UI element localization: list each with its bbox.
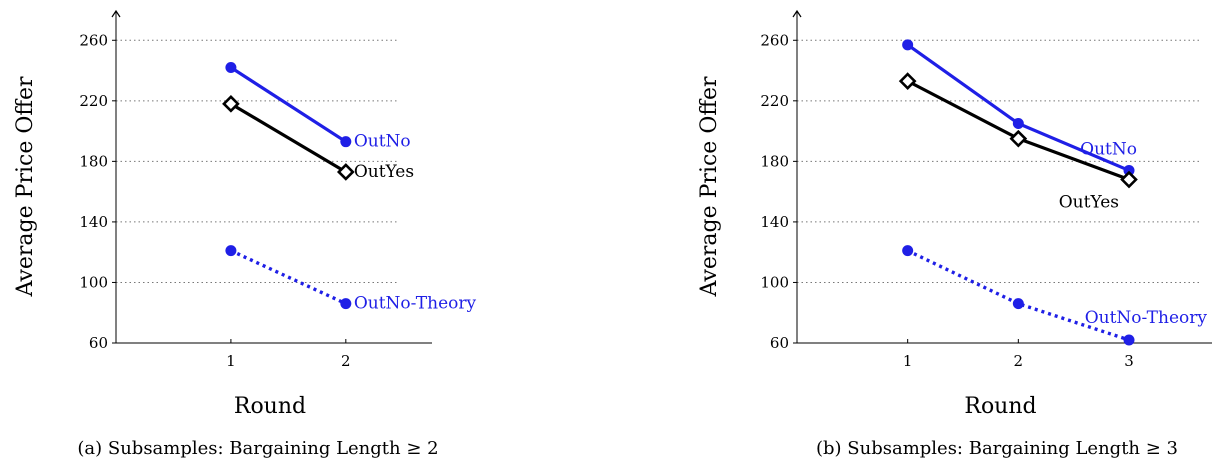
- data-point: [898, 72, 917, 90]
- y-tick-label: 60: [770, 334, 789, 352]
- y-tick-label: 220: [79, 92, 108, 110]
- x-tick-label: 2: [1014, 352, 1024, 370]
- y-tick-label: 140: [79, 213, 108, 231]
- y-tick-label: 260: [79, 31, 108, 49]
- y-axis-title: Average Price Offer: [13, 76, 38, 298]
- y-tick-label: 60: [89, 334, 108, 352]
- series-label: OutNo: [1080, 139, 1137, 159]
- series-label: OutNo-Theory: [354, 294, 477, 314]
- y-tick-label: 100: [760, 273, 789, 291]
- series-label: OutYes: [1059, 193, 1119, 213]
- y-tick-label: 100: [79, 273, 108, 291]
- data-point: [222, 95, 240, 113]
- x-tick-label: 1: [226, 352, 236, 370]
- x-axis-title: Round: [234, 394, 306, 419]
- data-point: [336, 163, 355, 181]
- data-point: [1123, 334, 1135, 346]
- data-point: [1012, 118, 1024, 130]
- data-point: [225, 245, 237, 257]
- chart-panel-a: 60 100 140 180 220 260 1 2 Round Average Price Of…: [13, 9, 477, 459]
- series-label: OutYes: [354, 162, 414, 182]
- y-tick-label: 140: [760, 213, 789, 231]
- y-axis-arrow: [792, 9, 802, 18]
- x-tick-label: 3: [1124, 352, 1134, 370]
- data-point: [340, 298, 352, 310]
- series-label: OutNo: [354, 132, 411, 152]
- x-tick-label: 2: [341, 352, 351, 370]
- y-tick-label: 260: [760, 31, 789, 49]
- data-point: [902, 39, 914, 51]
- x-axis-title: Round: [964, 394, 1036, 419]
- y-axis-title: Average Price Offer: [697, 76, 722, 298]
- data-point: [340, 136, 352, 148]
- data-point: [902, 245, 914, 257]
- y-tick-label: 220: [760, 92, 789, 110]
- data-point: [1012, 298, 1024, 310]
- series-line-outno-theory: [230, 249, 347, 306]
- y-axis-arrow: [111, 9, 121, 18]
- chart-panel-b: 60 100 140 180 220 260 1 2 3 Round Average Price O…: [697, 9, 1212, 459]
- x-tick-label: 1: [903, 352, 913, 370]
- figure-caption: (a) Subsamples: Bargaining Length ≥ 2: [77, 438, 438, 459]
- series-line-outyes: [230, 102, 347, 174]
- y-tick-label: 180: [79, 152, 108, 170]
- data-point: [1009, 129, 1028, 148]
- series-line-outno: [230, 66, 347, 144]
- series-label: OutNo-Theory: [1085, 308, 1208, 328]
- data-point: [1120, 170, 1138, 189]
- figure-caption: (b) Subsamples: Bargaining Length ≥ 3: [816, 438, 1178, 459]
- data-point: [225, 62, 237, 74]
- y-tick-label: 180: [760, 152, 789, 170]
- data-point: [1123, 164, 1135, 176]
